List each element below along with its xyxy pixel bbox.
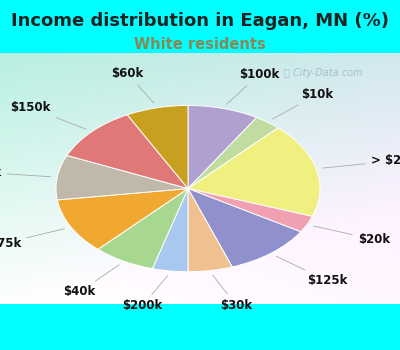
Wedge shape bbox=[98, 189, 188, 269]
Text: $50k: $50k bbox=[0, 166, 50, 179]
Text: $40k: $40k bbox=[64, 265, 119, 298]
Wedge shape bbox=[188, 189, 301, 267]
Text: $75k: $75k bbox=[0, 229, 64, 250]
Text: $10k: $10k bbox=[273, 88, 334, 119]
Wedge shape bbox=[152, 189, 188, 272]
Wedge shape bbox=[188, 128, 320, 216]
Wedge shape bbox=[56, 155, 188, 200]
Wedge shape bbox=[127, 105, 188, 189]
Wedge shape bbox=[188, 189, 232, 272]
Text: > $200k: > $200k bbox=[323, 154, 400, 168]
Text: $30k: $30k bbox=[213, 275, 252, 312]
Text: $20k: $20k bbox=[314, 226, 390, 246]
Text: $200k: $200k bbox=[122, 275, 168, 313]
Wedge shape bbox=[188, 189, 312, 232]
Wedge shape bbox=[57, 189, 188, 249]
Text: Income distribution in Eagan, MN (%): Income distribution in Eagan, MN (%) bbox=[11, 12, 389, 30]
Wedge shape bbox=[67, 115, 188, 189]
Text: White residents: White residents bbox=[134, 37, 266, 52]
Text: ⓘ City-Data.com: ⓘ City-Data.com bbox=[284, 68, 363, 78]
Wedge shape bbox=[188, 118, 278, 189]
Text: $60k: $60k bbox=[111, 67, 154, 103]
Text: $125k: $125k bbox=[276, 256, 347, 287]
Text: $100k: $100k bbox=[227, 68, 279, 104]
Text: $150k: $150k bbox=[10, 101, 86, 129]
Wedge shape bbox=[188, 105, 256, 189]
